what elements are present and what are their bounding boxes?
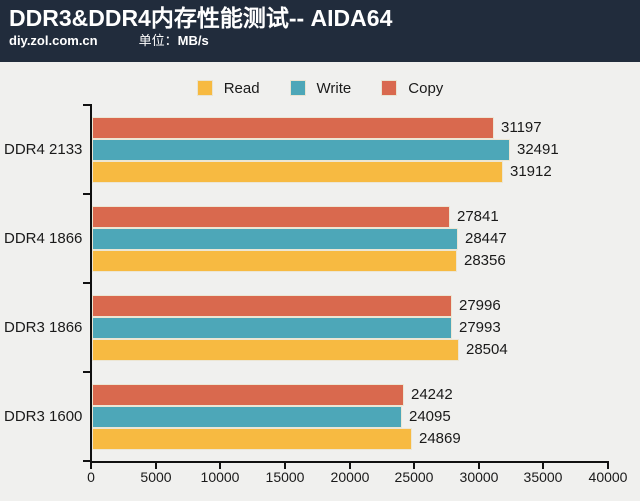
legend-label-copy: Copy [408,79,444,97]
x-axis-tick [478,463,480,469]
x-axis-tick [219,463,221,469]
bar-value-label: 27993 [459,319,501,336]
bar-read [92,428,412,450]
chart-subtitle: diy.zol.com.cn 单位：MB/s [9,33,640,49]
x-tick-label: 15000 [265,469,305,485]
bar-value-label: 28356 [464,252,506,269]
bar-read [92,250,457,272]
bar-read [92,161,503,183]
category-label: DDR3 1866 [4,319,83,336]
legend-item-write: Write [289,79,352,97]
legend-label-read: Read [223,79,260,97]
legend-item-copy: Copy [381,80,443,97]
bar-value-label: 24242 [411,386,453,403]
x-tick-label: 5000 [140,469,172,485]
category-label: DDR4 2133 [4,141,83,158]
y-axis-tick [83,104,92,106]
x-axis-tick [542,463,544,469]
bar-value-label: 24095 [409,408,451,425]
x-axis-tick [90,463,92,469]
y-axis-tick [83,460,92,462]
write-swatch [289,80,306,96]
unit-value: MB/s [177,33,209,48]
x-axis-line [90,461,609,463]
y-axis-tick [83,371,92,373]
chart-header: DDR3&DDR4内存性能测试-- AIDA64 diy.zol.com.cn 单… [0,0,640,62]
bar-value-label: 28447 [465,230,507,247]
chart-title: DDR3&DDR4内存性能测试-- AIDA64 [9,5,393,31]
x-axis-tick [284,463,286,469]
source-site-label: diy.zol.com.cn [9,33,98,48]
bar-write [92,139,510,161]
x-tick-label: 30000 [459,469,499,485]
unit-label: 单位： [138,33,178,48]
bar-read [92,339,459,361]
category-label: DDR4 1866 [4,230,83,247]
x-axis-tick [607,463,609,469]
bar-value-label: 31197 [501,119,542,136]
legend: Read Write Copy [0,78,640,98]
x-tick-label: 35000 [523,469,563,485]
y-axis-tick [83,282,92,284]
x-axis-tick [349,463,351,469]
y-axis-tick [83,193,92,195]
x-axis-tick [155,463,157,469]
x-tick-label: 25000 [394,469,434,485]
copy-swatch [381,80,398,96]
x-tick-label: 0 [87,469,95,485]
bar-copy [92,117,494,139]
read-swatch [196,80,213,96]
x-tick-label: 10000 [200,469,240,485]
bar-copy [92,384,404,406]
category-label: DDR3 1600 [4,408,83,425]
bar-write [92,228,458,250]
bar-value-label: 24869 [419,430,461,447]
bar-write [92,406,402,428]
legend-label-write: Write [316,79,352,97]
bar-value-label: 27841 [457,208,499,225]
bar-value-label: 31912 [510,163,552,180]
x-tick-label: 20000 [330,469,370,485]
x-tick-label: 40000 [588,469,628,485]
legend-item-read: Read [196,79,260,97]
bar-copy [92,206,450,228]
bar-copy [92,295,452,317]
bar-value-label: 32491 [517,141,559,158]
bar-value-label: 27996 [459,297,501,314]
bar-write [92,317,452,339]
x-axis-tick [413,463,415,469]
bar-value-label: 28504 [466,341,508,358]
